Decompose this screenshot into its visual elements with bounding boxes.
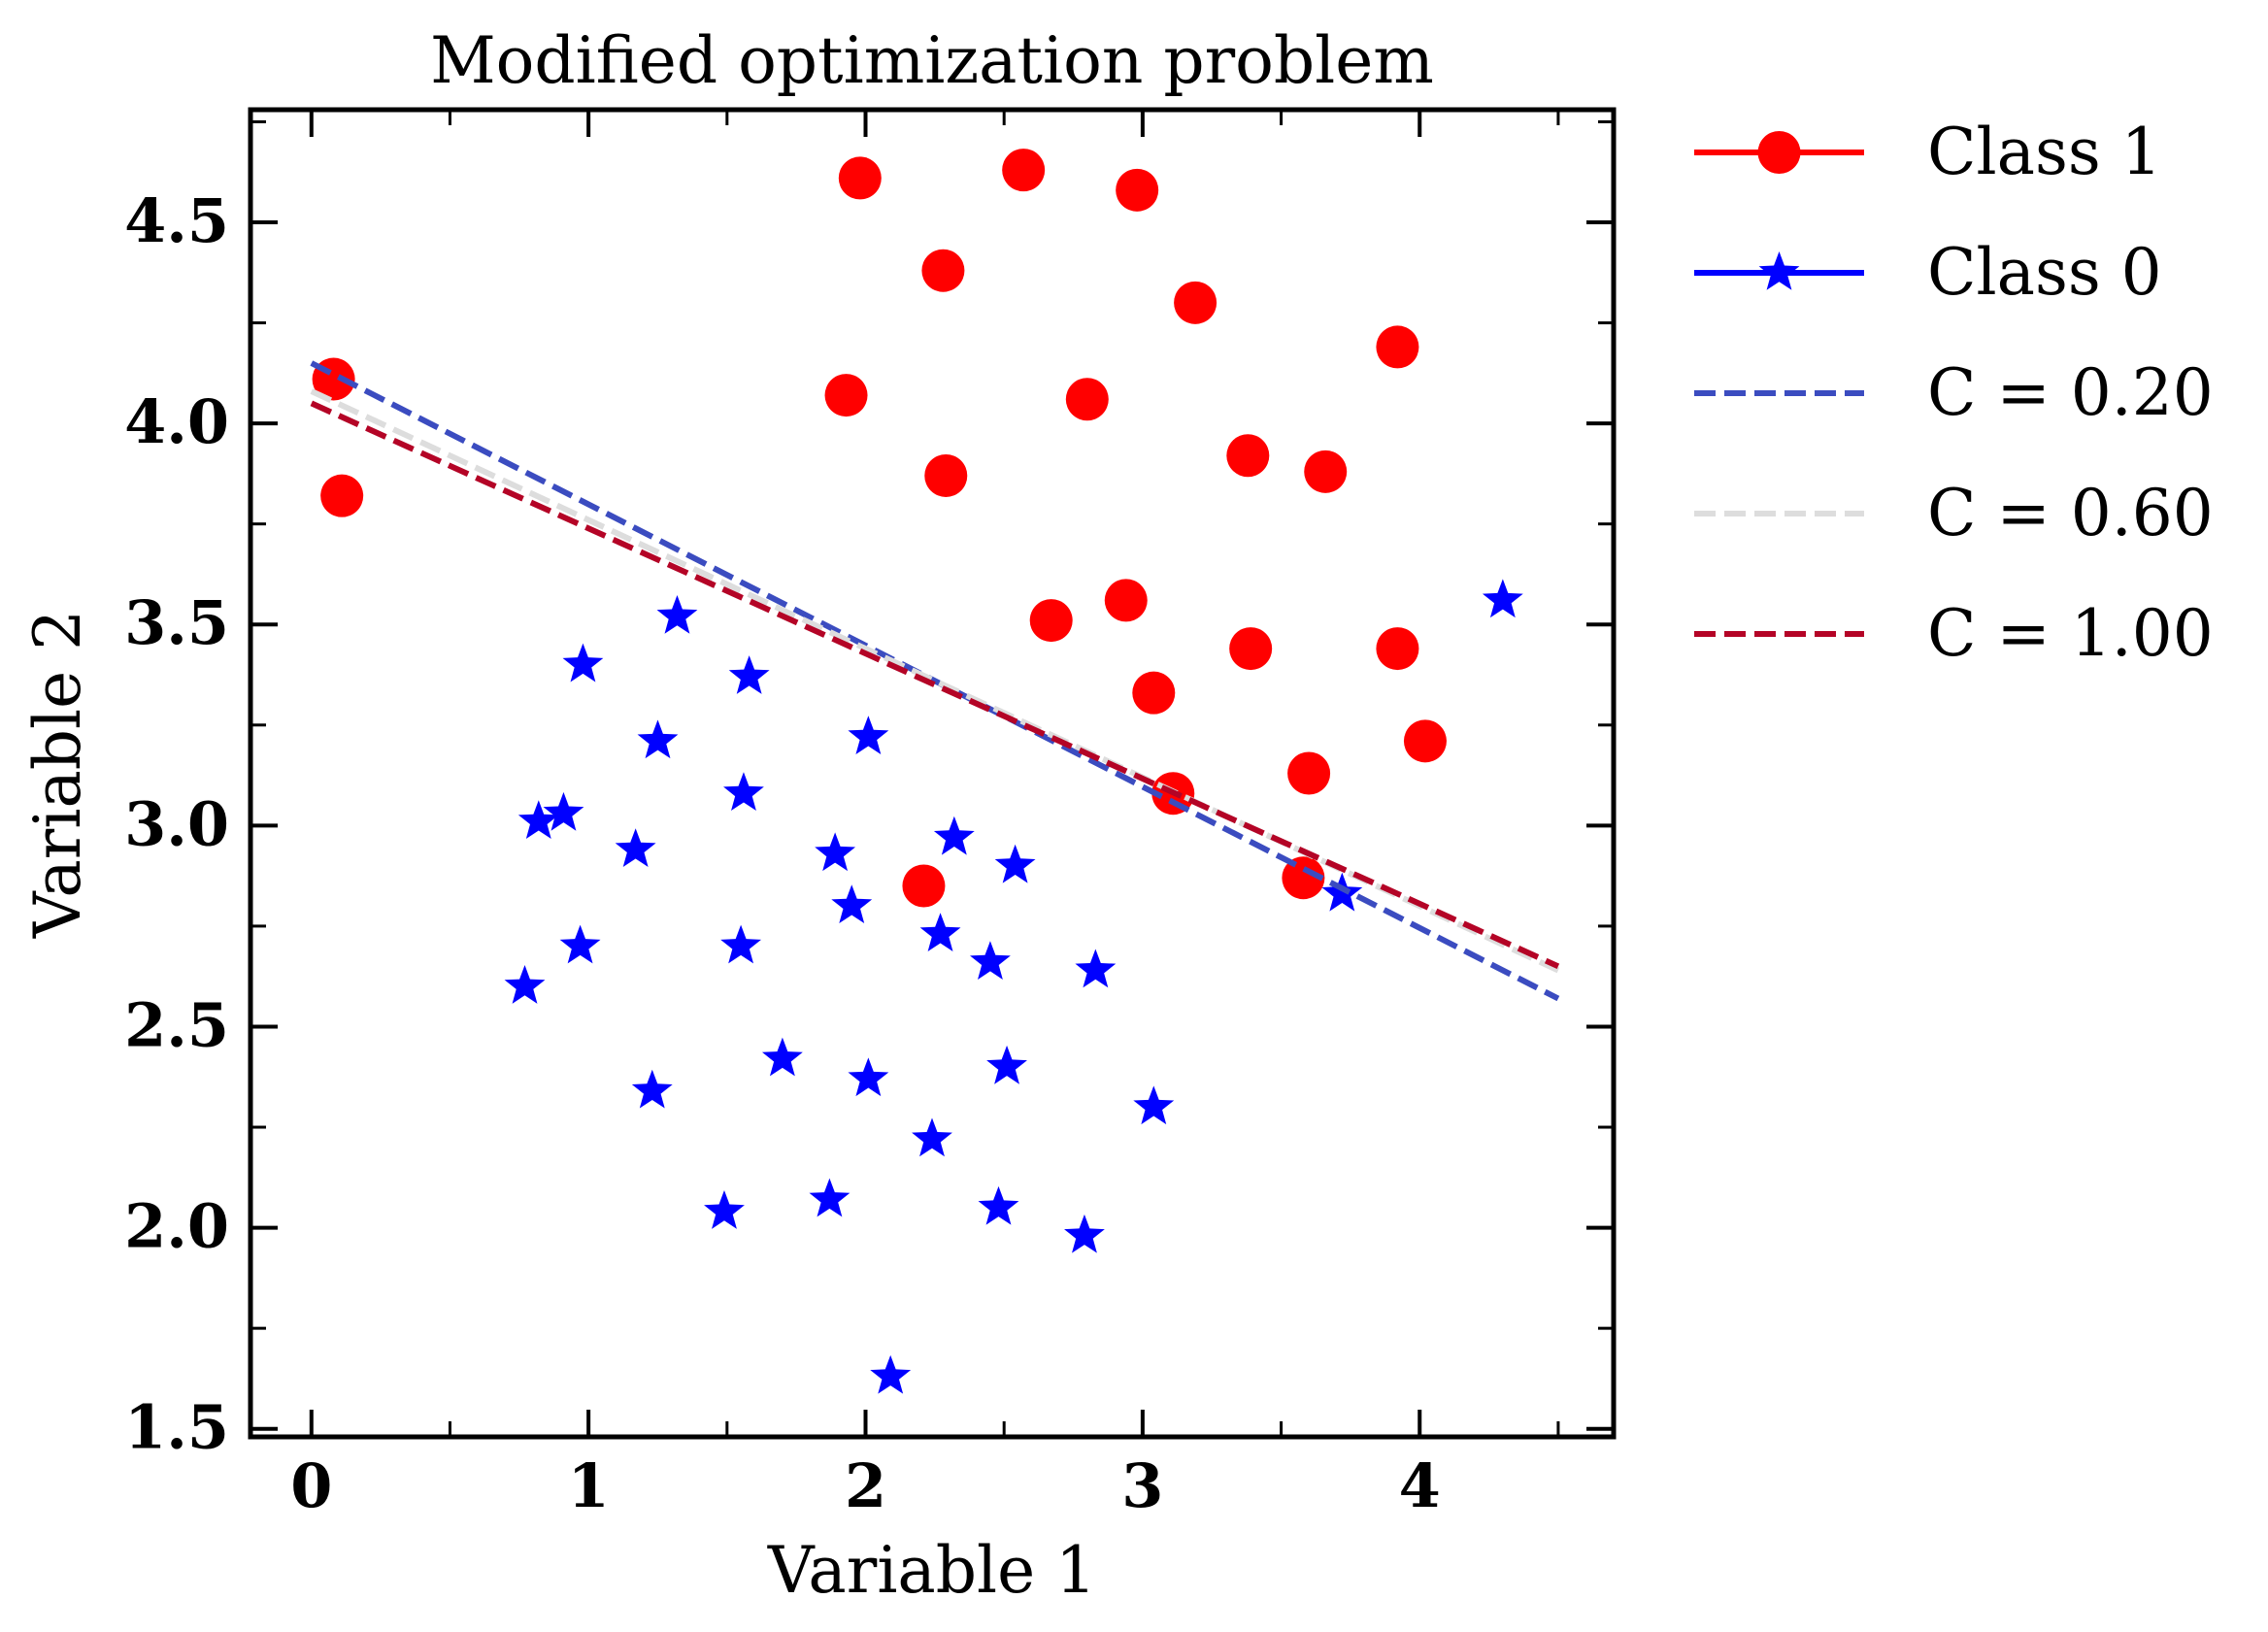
point-class-1-16 xyxy=(1376,627,1419,671)
point-class-0-14 xyxy=(1321,872,1363,912)
point-class-1-21 xyxy=(902,864,946,908)
point-class-1-6 xyxy=(1174,281,1217,324)
point-class-1-9 xyxy=(1065,378,1109,421)
point-class-1-2 xyxy=(838,156,882,200)
point-class-0-24 xyxy=(631,1069,673,1109)
chart-title: Modified optimization problem xyxy=(430,23,1434,98)
series-layer xyxy=(310,149,1560,1394)
plot-frame xyxy=(248,107,1617,1440)
point-class-1-22 xyxy=(1282,856,1325,900)
legend-label: Class 0 xyxy=(1927,235,2162,310)
point-class-0-28 xyxy=(809,1178,850,1217)
decision-line-c-0-60 xyxy=(310,388,1560,974)
point-class-0-30 xyxy=(1064,1214,1105,1253)
series-class-1 xyxy=(312,149,1447,908)
series-class-0 xyxy=(504,579,1523,1394)
decision-line-c-1-00 xyxy=(310,400,1560,970)
y-tick-label: 2.0 xyxy=(124,1191,229,1262)
point-class-0-11 xyxy=(933,816,975,855)
point-class-0-21 xyxy=(761,1037,803,1077)
point-class-0-13 xyxy=(831,884,873,923)
x-tick-label: 2 xyxy=(845,1450,886,1521)
legend-entry-c-1-00: C = 1.00 xyxy=(1694,596,2214,671)
point-class-0-22 xyxy=(986,1045,1027,1084)
point-class-0-0 xyxy=(1482,579,1523,618)
x-tick-label: 4 xyxy=(1399,1450,1441,1521)
decision-line-c-0-20 xyxy=(310,360,1560,1002)
point-class-0-9 xyxy=(615,828,656,867)
legend-marker-circle xyxy=(1757,131,1801,174)
point-class-0-29 xyxy=(978,1185,1019,1225)
x-axis-label: Variable 1 xyxy=(767,1533,1096,1608)
point-class-0-4 xyxy=(637,719,679,759)
legend: Class 1 Class 0 C = 0.20 C = 0.60 C = 1.00 xyxy=(1694,115,2214,671)
point-class-1-19 xyxy=(1287,751,1331,795)
legend-entry-class-1: Class 1 xyxy=(1694,115,2162,189)
x-tick-label: 0 xyxy=(290,1450,332,1521)
point-class-0-3 xyxy=(728,655,770,694)
point-class-0-31 xyxy=(870,1354,912,1394)
point-class-0-15 xyxy=(559,924,601,964)
x-tick-label: 3 xyxy=(1121,1450,1163,1521)
point-class-1-8 xyxy=(824,374,868,417)
point-class-0-6 xyxy=(723,772,764,812)
legend-label: C = 1.00 xyxy=(1927,596,2214,671)
point-class-0-26 xyxy=(912,1117,952,1157)
legend-label: C = 0.20 xyxy=(1927,355,2214,430)
point-class-0-8 xyxy=(543,791,584,831)
point-class-1-17 xyxy=(1132,671,1176,715)
point-class-0-5 xyxy=(848,716,889,755)
point-class-0-16 xyxy=(720,924,762,964)
y-tick-label: 3.5 xyxy=(124,587,229,658)
legend-marker-star xyxy=(1758,251,1800,290)
point-class-0-25 xyxy=(1133,1085,1175,1125)
point-class-1-4 xyxy=(1116,168,1159,212)
legend-entry-c-0-60: C = 0.60 xyxy=(1694,476,2214,550)
point-class-0-10 xyxy=(815,832,856,872)
point-class-0-7 xyxy=(517,800,559,840)
y-axis-label: Variable 2 xyxy=(20,610,95,939)
point-class-0-18 xyxy=(970,941,1011,980)
point-class-1-11 xyxy=(1226,434,1270,478)
point-class-0-17 xyxy=(919,913,961,951)
point-class-1-15 xyxy=(1229,627,1273,671)
point-class-1-5 xyxy=(921,249,965,292)
point-class-1-10 xyxy=(924,453,968,497)
legend-label: Class 1 xyxy=(1927,115,2162,189)
x-tick-label: 1 xyxy=(568,1450,610,1521)
tick-layer: 0 1 2 3 4 1.5 2.0 2.5 3.0 3.5 4.0 4.5 xyxy=(124,110,1614,1521)
point-class-1-12 xyxy=(1304,450,1348,493)
point-class-0-1 xyxy=(656,594,698,634)
point-class-1-7 xyxy=(1376,325,1419,369)
y-tick-label: 4.5 xyxy=(124,185,229,256)
point-class-0-27 xyxy=(704,1190,745,1229)
point-class-0-23 xyxy=(848,1057,889,1097)
point-class-1-13 xyxy=(1029,599,1073,643)
point-class-0-2 xyxy=(562,643,604,683)
y-tick-label: 3.0 xyxy=(124,788,229,859)
legend-entry-class-0: Class 0 xyxy=(1694,235,2162,310)
y-tick-label: 1.5 xyxy=(124,1392,229,1463)
point-class-0-20 xyxy=(504,965,546,1004)
point-class-1-14 xyxy=(1104,579,1148,622)
y-tick-label: 4.0 xyxy=(124,386,229,457)
point-class-1-3 xyxy=(1002,149,1046,192)
point-class-0-19 xyxy=(1075,949,1117,988)
legend-entry-c-0-20: C = 0.20 xyxy=(1694,355,2214,430)
point-class-1-1 xyxy=(320,474,364,517)
y-tick-label: 2.5 xyxy=(124,989,229,1060)
point-class-1-18 xyxy=(1403,719,1447,763)
point-class-0-12 xyxy=(994,844,1036,883)
legend-label: C = 0.60 xyxy=(1927,476,2214,550)
